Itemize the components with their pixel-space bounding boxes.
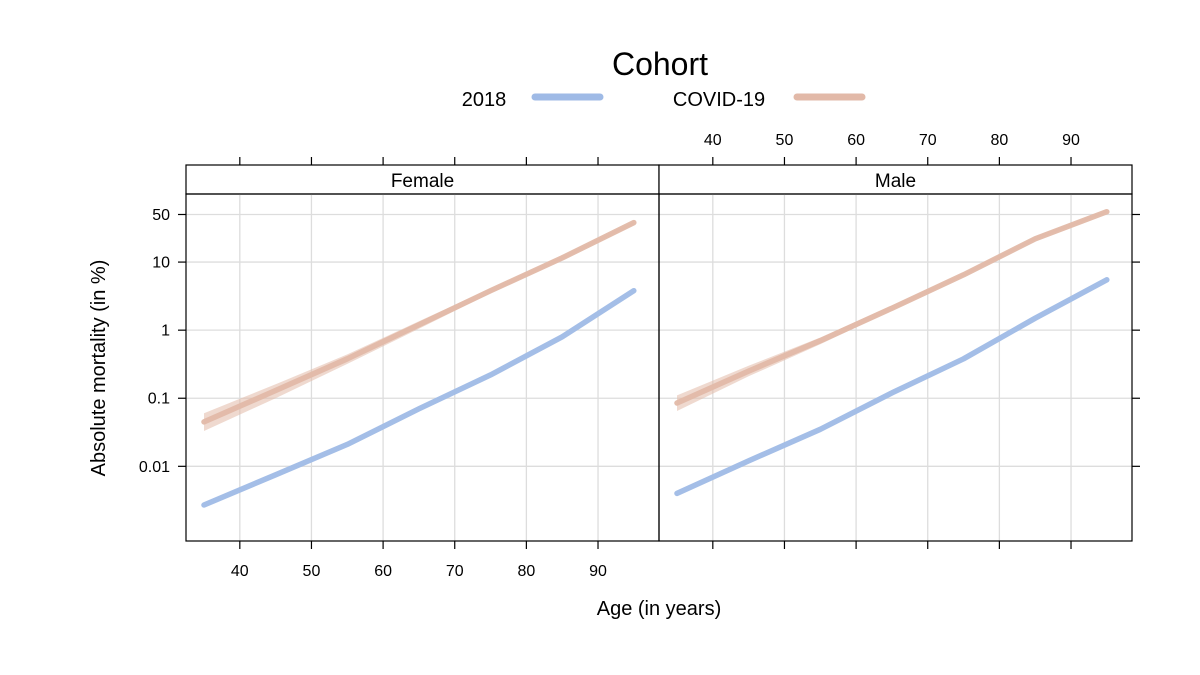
legend-label-covid: COVID-19 bbox=[673, 89, 765, 111]
panel-frames bbox=[185, 193, 1133, 542]
panel-frame-male bbox=[658, 193, 1133, 542]
x-tick-label-female-70: 70 bbox=[446, 563, 464, 580]
x-tick-label-male-90: 90 bbox=[1062, 132, 1080, 149]
x-axis-label: Age (in years) bbox=[597, 598, 722, 620]
x-tick-label-male-80: 80 bbox=[990, 132, 1008, 149]
series-line-female-covid-19 bbox=[201, 219, 637, 425]
x-tick-label-female-60: 60 bbox=[374, 563, 392, 580]
y-axis-label: Absolute mortality (in %) bbox=[88, 260, 110, 477]
legend-label-2018: 2018 bbox=[462, 89, 507, 111]
x-tick-label-female-40: 40 bbox=[231, 563, 249, 580]
y-tick-label-50: 50 bbox=[152, 207, 170, 224]
legend-title: Cohort bbox=[612, 46, 708, 82]
series-line-male-2018 bbox=[674, 277, 1110, 497]
x-tick-label-female-90: 90 bbox=[589, 563, 607, 580]
strip-label-female: Female bbox=[391, 171, 454, 192]
legend: Cohort 2018 COVID-19 bbox=[462, 46, 866, 111]
x-tick-label-female-80: 80 bbox=[517, 563, 535, 580]
tick-layer: 40 40 50 50 60 60 70 70 80 80 90 90 0.01 0.1 1 10 50 bbox=[139, 132, 1140, 580]
strip-label-male: Male bbox=[875, 171, 916, 192]
x-tick-label-male-50: 50 bbox=[776, 132, 794, 149]
strip-female bbox=[185, 164, 660, 195]
x-tick-label-female-50: 50 bbox=[303, 563, 321, 580]
x-tick-label-male-70: 70 bbox=[919, 132, 937, 149]
strip-male bbox=[658, 164, 1133, 195]
x-tick-label-male-60: 60 bbox=[847, 132, 865, 149]
y-tick-label-0.01: 0.01 bbox=[139, 459, 170, 476]
y-tick-label-1: 1 bbox=[161, 323, 170, 340]
y-tick-label-0.1: 0.1 bbox=[148, 391, 170, 408]
y-tick-label-10: 10 bbox=[152, 255, 170, 272]
series-layer bbox=[201, 208, 1110, 508]
grid-layer bbox=[186, 194, 1132, 541]
panel-strips: Female Male bbox=[185, 164, 1133, 195]
series-line-male-covid-19 bbox=[674, 208, 1110, 406]
x-tick-label-male-40: 40 bbox=[704, 132, 722, 149]
